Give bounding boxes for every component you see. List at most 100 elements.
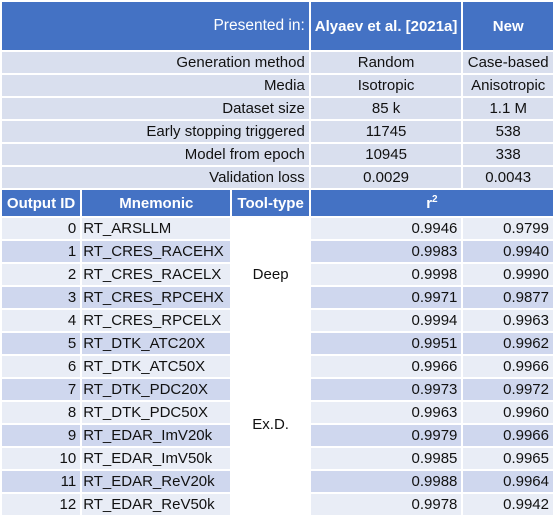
header-mnemonic: Mnemonic xyxy=(82,190,231,216)
meta-value: 538 xyxy=(463,121,553,142)
meta-value: Isotropic xyxy=(310,75,462,96)
tool-type-exd: Ex.D. xyxy=(232,333,309,515)
r2-new-cell: 0.9940 xyxy=(463,241,553,262)
meta-label: Model from epoch xyxy=(2,144,309,165)
table-row: 8 RT_DTK_PDC50X 0.9963 0.9960 xyxy=(2,402,553,423)
meta-row: Early stopping triggered 11745 538 xyxy=(2,121,553,142)
mnemonic-cell: RT_DTK_PDC20X xyxy=(82,379,231,400)
header-r2-sup: 2 xyxy=(432,194,438,205)
r2-new-cell: 0.9963 xyxy=(463,310,553,331)
r2-new-cell: 0.9942 xyxy=(463,494,553,515)
mnemonic-cell: RT_CRES_RACEHX xyxy=(82,241,231,262)
meta-value: 10945 xyxy=(310,144,462,165)
mnemonic-cell: RT_CRES_RACELX xyxy=(82,264,231,285)
mnemonic-cell: RT_ARSLLM xyxy=(82,218,231,239)
mnemonic-cell: RT_EDAR_ReV20k xyxy=(82,471,231,492)
column-header-row: Output ID Mnemonic Tool-type r2 xyxy=(2,190,553,216)
output-id-cell: 2 xyxy=(2,264,81,285)
r2-old-cell: 0.9998 xyxy=(310,264,462,285)
table-row: 5 RT_DTK_ATC20X Ex.D. 0.9951 0.9962 xyxy=(2,333,553,515)
output-id-cell: 1 xyxy=(2,241,81,262)
output-id-cell: 5 xyxy=(2,333,81,354)
output-id-cell: 6 xyxy=(2,356,81,377)
output-id-cell: 0 xyxy=(2,218,81,239)
mnemonic-cell: RT_CRES_RPCELX xyxy=(82,310,231,331)
r2-new-cell: 0.9877 xyxy=(463,287,553,308)
table-row: 7 RT_DTK_PDC20X 0.9973 0.9972 xyxy=(2,379,553,400)
meta-label: Media xyxy=(2,75,309,96)
meta-value: 338 xyxy=(463,144,553,165)
column-header-alyaev: Alyaev et al. [2021a] xyxy=(310,2,462,50)
mnemonic-cell: RT_DTK_ATC20X xyxy=(82,333,231,354)
r2-old-cell: 0.9978 xyxy=(310,494,462,515)
output-id-cell: 7 xyxy=(2,379,81,400)
r2-old-cell: 0.9983 xyxy=(310,241,462,262)
meta-row: Model from epoch 10945 338 xyxy=(2,144,553,165)
r2-old-cell: 0.9979 xyxy=(310,425,462,446)
meta-value: Anisotropic xyxy=(463,75,553,96)
output-id-cell: 12 xyxy=(2,494,81,515)
table-row: 10 RT_EDAR_ImV50k 0.9985 0.9965 xyxy=(2,448,553,469)
tool-type-deep: Deep xyxy=(232,218,309,331)
r2-new-cell: 0.9965 xyxy=(463,448,553,469)
output-id-cell: 9 xyxy=(2,425,81,446)
meta-label: Generation method xyxy=(2,52,309,73)
r2-new-cell: 0.9990 xyxy=(463,264,553,285)
output-id-cell: 4 xyxy=(2,310,81,331)
meta-value: 0.0043 xyxy=(463,167,553,188)
results-table: Presented in: Alyaev et al. [2021a] New … xyxy=(2,2,553,515)
column-header-new: New xyxy=(463,2,553,50)
r2-new-cell: 0.9972 xyxy=(463,379,553,400)
mnemonic-cell: RT_DTK_ATC50X xyxy=(82,356,231,377)
mnemonic-cell: RT_EDAR_ReV50k xyxy=(82,494,231,515)
meta-label: Validation loss xyxy=(2,167,309,188)
r2-old-cell: 0.9951 xyxy=(310,333,462,354)
table-row: 11 RT_EDAR_ReV20k 0.9988 0.9964 xyxy=(2,471,553,492)
table-row: 12 RT_EDAR_ReV50k 0.9978 0.9942 xyxy=(2,494,553,515)
meta-value: 1.1 M xyxy=(463,98,553,119)
meta-value: Random xyxy=(310,52,462,73)
output-id-cell: 8 xyxy=(2,402,81,423)
output-id-cell: 11 xyxy=(2,471,81,492)
table-row: 6 RT_DTK_ATC50X 0.9966 0.9966 xyxy=(2,356,553,377)
mnemonic-cell: RT_CRES_RPCEHX xyxy=(82,287,231,308)
table-row: 1 RT_CRES_RACEHX 0.9983 0.9940 xyxy=(2,241,553,262)
r2-old-cell: 0.9963 xyxy=(310,402,462,423)
meta-row: Generation method Random Case-based xyxy=(2,52,553,73)
r2-old-cell: 0.9946 xyxy=(310,218,462,239)
meta-label: Dataset size xyxy=(2,98,309,119)
r2-old-cell: 0.9994 xyxy=(310,310,462,331)
r2-new-cell: 0.9964 xyxy=(463,471,553,492)
r2-new-cell: 0.9966 xyxy=(463,425,553,446)
mnemonic-cell: RT_EDAR_ImV50k xyxy=(82,448,231,469)
header-r2-base: r xyxy=(426,195,433,212)
output-id-cell: 10 xyxy=(2,448,81,469)
mnemonic-cell: RT_EDAR_ImV20k xyxy=(82,425,231,446)
meta-row: Validation loss 0.0029 0.0043 xyxy=(2,167,553,188)
header-r-squared: r2 xyxy=(310,190,553,216)
meta-value: Case-based xyxy=(463,52,553,73)
meta-label: Early stopping triggered xyxy=(2,121,309,142)
meta-value: 11745 xyxy=(310,121,462,142)
meta-row: Media Isotropic Anisotropic xyxy=(2,75,553,96)
table-row: 9 RT_EDAR_ImV20k 0.9979 0.9966 xyxy=(2,425,553,446)
r2-old-cell: 0.9973 xyxy=(310,379,462,400)
r2-new-cell: 0.9960 xyxy=(463,402,553,423)
table-row: 2 RT_CRES_RACELX 0.9998 0.9990 xyxy=(2,264,553,285)
r2-old-cell: 0.9971 xyxy=(310,287,462,308)
meta-value: 0.0029 xyxy=(310,167,462,188)
table-row: 3 RT_CRES_RPCEHX 0.9971 0.9877 xyxy=(2,287,553,308)
meta-value: 85 k xyxy=(310,98,462,119)
r2-new-cell: 0.9799 xyxy=(463,218,553,239)
r2-old-cell: 0.9985 xyxy=(310,448,462,469)
r2-old-cell: 0.9988 xyxy=(310,471,462,492)
output-id-cell: 3 xyxy=(2,287,81,308)
table-row: 4 RT_CRES_RPCELX 0.9994 0.9963 xyxy=(2,310,553,331)
table-row: 0 RT_ARSLLM Deep 0.9946 0.9799 xyxy=(2,218,553,331)
presented-in-label: Presented in: xyxy=(2,2,309,50)
meta-row: Dataset size 85 k 1.1 M xyxy=(2,98,553,119)
r2-new-cell: 0.9962 xyxy=(463,333,553,354)
r2-new-cell: 0.9966 xyxy=(463,356,553,377)
presented-in-row: Presented in: Alyaev et al. [2021a] New xyxy=(2,2,553,50)
